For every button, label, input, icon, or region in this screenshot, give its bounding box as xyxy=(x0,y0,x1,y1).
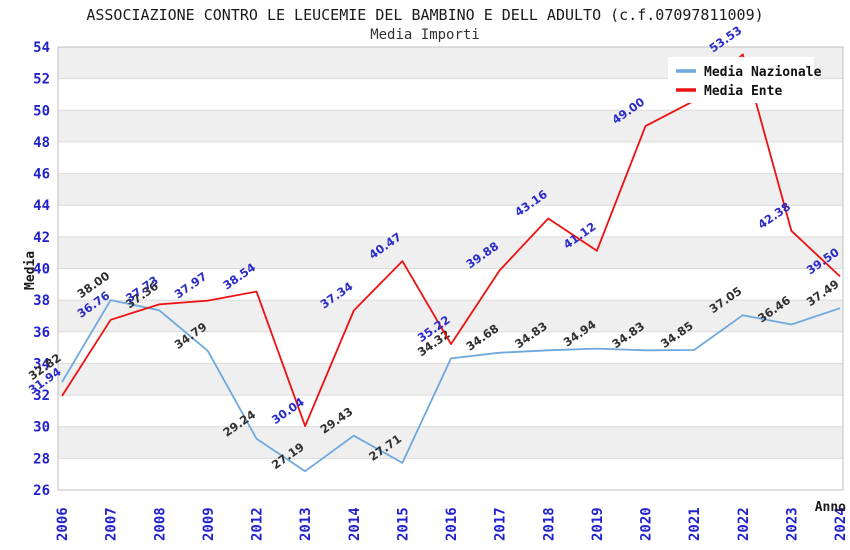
y-tick-label: 36 xyxy=(33,325,50,341)
y-tick-label: 34 xyxy=(33,356,50,372)
y-tick-label: 30 xyxy=(33,420,50,436)
x-axis-title: Anno xyxy=(815,500,846,515)
y-tick-label: 40 xyxy=(33,262,50,278)
x-tick-label: 2024 xyxy=(833,507,849,541)
legend: Media Nazionale Media Ente xyxy=(668,57,822,103)
y-tick-label: 52 xyxy=(33,72,50,88)
x-tick-label: 2018 xyxy=(541,507,557,541)
y-tick-label: 48 xyxy=(33,135,50,151)
data-label: 37.97 xyxy=(172,269,210,301)
chart-subtitle: Media Importi xyxy=(370,27,480,43)
y-tick-label: 38 xyxy=(33,293,50,309)
legend-box xyxy=(668,57,814,103)
plot-stripes xyxy=(58,47,843,459)
legend-label: Media Nazionale xyxy=(704,65,822,80)
x-tick-label: 2019 xyxy=(590,507,606,541)
x-tick-label: 2012 xyxy=(250,507,266,541)
x-tick-label: 2007 xyxy=(104,507,120,541)
legend-item: Media Nazionale xyxy=(676,65,822,80)
y-tick-label: 44 xyxy=(33,198,50,214)
x-tick-label: 2006 xyxy=(55,507,71,541)
y-tick-label: 46 xyxy=(33,167,50,183)
x-tick-label: 2008 xyxy=(152,507,168,541)
series-line xyxy=(61,299,841,473)
data-label: 30.04 xyxy=(269,395,307,427)
y-tick-label: 42 xyxy=(33,230,50,246)
y-axis-ticks: 26 28 30 32 34 36 38 40 42 44 46 48 50 52 54 xyxy=(33,40,50,499)
y-tick-label: 54 xyxy=(33,40,50,56)
x-tick-label: 2015 xyxy=(395,507,411,541)
x-tick-label: 2009 xyxy=(201,507,217,541)
chart-title: ASSOCIAZIONE CONTRO LE LEUCEMIE DEL BAMB… xyxy=(86,6,764,24)
y-tick-label: 26 xyxy=(33,483,50,499)
x-tick-label: 2022 xyxy=(736,507,752,541)
legend-item: Media Ente xyxy=(676,84,782,99)
x-tick-label: 2023 xyxy=(784,507,800,541)
x-tick-label: 2016 xyxy=(444,507,460,541)
y-tick-label: 28 xyxy=(33,451,50,467)
y-tick-label: 50 xyxy=(33,103,50,119)
x-tick-label: 2020 xyxy=(639,507,655,541)
x-tick-label: 2017 xyxy=(493,507,509,541)
x-tick-label: 2021 xyxy=(687,507,703,541)
legend-label: Media Ente xyxy=(704,84,782,99)
x-tick-label: 2014 xyxy=(347,507,363,541)
y-tick-label: 32 xyxy=(33,388,50,404)
gridlines xyxy=(58,78,843,459)
x-tick-label: 2013 xyxy=(298,507,314,541)
x-axis-ticks: 2006 2007 2008 2009 2012 2013 2014 2015 2016 2017… xyxy=(55,507,849,541)
plot-border xyxy=(57,46,844,491)
y-axis-title: Media xyxy=(23,251,38,290)
